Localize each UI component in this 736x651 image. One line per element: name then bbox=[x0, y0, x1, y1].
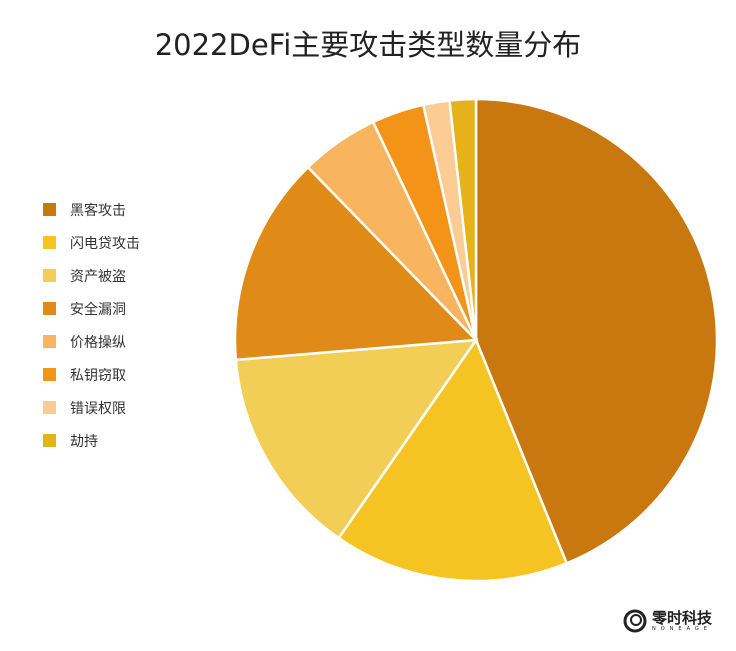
legend-swatch bbox=[43, 203, 56, 216]
legend-swatch bbox=[43, 269, 56, 282]
pie-slice-1 bbox=[474, 97, 719, 565]
legend-item[interactable]: 安全漏洞 bbox=[43, 292, 140, 325]
legend-swatch bbox=[43, 302, 56, 315]
legend-swatch bbox=[43, 368, 56, 381]
legend-item[interactable]: 错误权限 bbox=[43, 391, 140, 424]
legend-label: 安全漏洞 bbox=[70, 301, 126, 318]
legend-label: 闪电贷攻击 bbox=[70, 235, 140, 252]
logo-ring-icon bbox=[623, 609, 647, 633]
legend: 黑客攻击闪电贷攻击资产被盗安全漏洞价格操纵私钥窃取错误权限劫持 bbox=[43, 193, 140, 457]
pie-slice-8 bbox=[448, 97, 478, 341]
pie-slice-4 bbox=[233, 165, 479, 362]
legend-item[interactable]: 价格操纵 bbox=[43, 325, 140, 358]
logo: 零时科技 NONEAGE bbox=[622, 608, 712, 634]
legend-item[interactable]: 资产被盗 bbox=[43, 259, 140, 292]
legend-swatch bbox=[43, 335, 56, 348]
legend-item[interactable]: 闪电贷攻击 bbox=[43, 226, 140, 259]
legend-label: 资产被盗 bbox=[70, 268, 126, 285]
pie-slice-3 bbox=[234, 338, 479, 540]
legend-label: 价格操纵 bbox=[70, 334, 126, 351]
legend-item[interactable]: 黑客攻击 bbox=[43, 193, 140, 226]
legend-label: 劫持 bbox=[70, 433, 98, 450]
logo-name: 零时科技 bbox=[652, 609, 713, 627]
logo-sub: NONEAGE bbox=[652, 626, 712, 632]
legend-item[interactable]: 私钥窃取 bbox=[43, 358, 140, 391]
legend-label: 私钥窃取 bbox=[70, 367, 126, 384]
legend-swatch bbox=[43, 434, 56, 447]
chart-title: 2022DeFi主要攻击类型数量分布 bbox=[154, 28, 582, 62]
pie-slice-2 bbox=[336, 337, 569, 583]
legend-item[interactable]: 劫持 bbox=[43, 424, 140, 457]
legend-label: 错误权限 bbox=[70, 400, 126, 417]
legend-label: 黑客攻击 bbox=[70, 202, 126, 219]
legend-swatch bbox=[43, 401, 56, 414]
legend-swatch bbox=[43, 236, 56, 249]
